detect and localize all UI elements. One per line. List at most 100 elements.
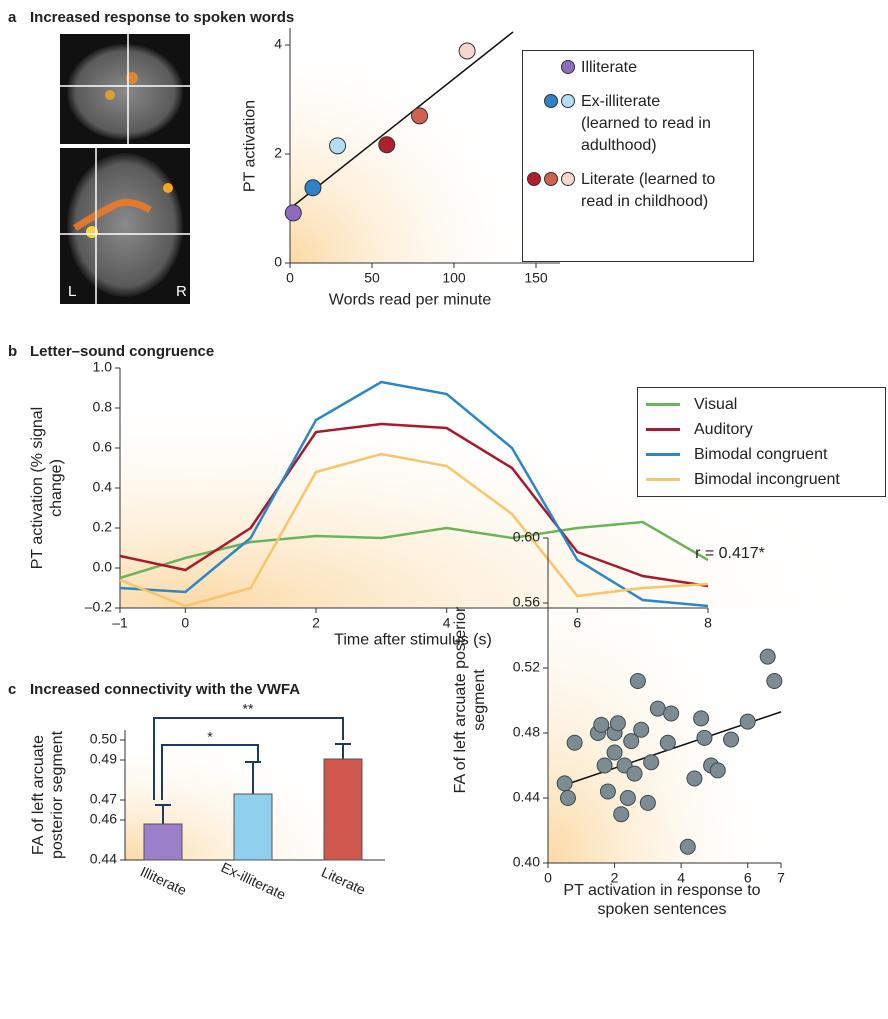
point — [649, 700, 666, 717]
image-label: R — [176, 283, 187, 300]
legend-markers — [527, 169, 581, 186]
y-tick-label: 0.2 — [93, 519, 113, 535]
y-tick-label: –0.2 — [85, 599, 112, 615]
x-tick-label: 100 — [442, 270, 466, 286]
activation — [126, 72, 138, 84]
panel-letter: b — [8, 343, 17, 360]
x-tick-label: 4 — [677, 870, 685, 886]
x-tick-label: 6 — [573, 615, 581, 631]
y-tick-label: 0 — [274, 254, 282, 270]
y-axis-label: FA of left arcuate posterior segment — [452, 606, 488, 794]
bar — [323, 758, 363, 861]
activation — [73, 198, 152, 231]
legend-item: Ex-illiterate (learned to read in adulth… — [527, 91, 749, 157]
legend-label: Auditory — [694, 420, 753, 438]
x-tick-label: Ex-illiterate — [219, 859, 289, 903]
x-tick-label: Literate — [319, 864, 368, 898]
legend-item: Bimodal incongruent — [646, 467, 877, 492]
panel-letter: c — [8, 681, 16, 698]
point — [458, 42, 476, 60]
point — [709, 762, 726, 779]
x-tick-label: 6 — [744, 870, 752, 886]
point — [284, 204, 302, 222]
point — [329, 137, 347, 155]
legend-markers — [527, 91, 581, 108]
legend-swatch — [646, 428, 680, 431]
x-axis-label: Time after stimulus (s) — [334, 631, 492, 649]
y-tick-label: 0.6 — [93, 439, 113, 455]
y-tick-label: 0.47 — [90, 791, 117, 807]
point — [693, 710, 710, 727]
plot-background — [290, 28, 540, 263]
plot-background — [548, 538, 781, 863]
x-tick-label: 50 — [364, 270, 380, 286]
legend-label: Bimodal incongruent — [694, 470, 840, 488]
x-tick-label: 150 — [524, 270, 548, 286]
x-tick-label: 2 — [312, 615, 320, 631]
point — [606, 744, 623, 761]
y-tick-label: 2 — [274, 145, 282, 161]
legend-item: Visual — [646, 392, 877, 417]
y-tick-label: 0.40 — [513, 854, 540, 870]
bracket — [153, 717, 344, 800]
point — [626, 765, 643, 782]
legend: Visual Auditory Bimodal congruent Bimodal i… — [637, 387, 886, 497]
point — [696, 729, 713, 746]
panel-letter: a — [8, 9, 17, 26]
x-tick-label: 8 — [704, 615, 712, 631]
legend-item: Illiterate — [527, 57, 749, 79]
legend-item: Auditory — [646, 417, 877, 442]
x-tick-label: 0 — [181, 615, 189, 631]
legend-marker — [561, 60, 575, 74]
y-tick-label: 0.4 — [93, 479, 113, 495]
legend-marker — [527, 172, 541, 186]
point — [556, 775, 573, 792]
legend-label: Literate (learned to read in childhood) — [581, 171, 716, 210]
legend-marker — [544, 94, 558, 108]
y-tick-label: 0.44 — [90, 851, 117, 867]
legend: Illiterate Ex-illiterate (learned to read… — [522, 50, 754, 262]
brain — [67, 44, 183, 140]
legend-marker — [561, 172, 575, 186]
y-tick-label: 0.49 — [90, 751, 117, 767]
x-axis-label: Words read per minute — [328, 291, 492, 309]
y-tick-label: 4 — [274, 36, 282, 52]
panel-title: Increased connectivity with the VWFA — [30, 681, 300, 698]
x-tick-label: 7 — [777, 870, 785, 886]
point — [659, 734, 676, 751]
annotation: r = 0.417* — [695, 545, 765, 562]
y-tick-label: 0.60 — [513, 529, 540, 545]
point — [378, 136, 396, 154]
y-tick-label: 0.44 — [513, 789, 540, 805]
y-tick-label: 0.0 — [93, 559, 113, 575]
brain-images: L R — [60, 34, 190, 304]
significance: * — [207, 729, 213, 745]
bar — [233, 793, 273, 861]
panel-title: Increased response to spoken words — [30, 9, 294, 26]
series-line — [119, 422, 709, 588]
activation — [163, 183, 173, 193]
point — [679, 838, 696, 855]
x-tick-label: 0 — [544, 870, 552, 886]
x-tick-label: –1 — [112, 615, 128, 631]
point — [739, 713, 756, 730]
legend-label: Bimodal congruent — [694, 445, 828, 463]
point — [623, 733, 640, 750]
point — [609, 715, 626, 732]
point — [633, 721, 650, 738]
y-tick-label: 0.52 — [513, 659, 540, 675]
y-tick-label: 0.46 — [90, 811, 117, 827]
y-tick-label: 0.48 — [513, 724, 540, 740]
x-tick-label: Illiterate — [138, 863, 189, 898]
y-tick-label: 0.50 — [90, 731, 117, 747]
activation — [86, 226, 98, 238]
image-label: L — [68, 283, 76, 300]
point — [599, 783, 616, 800]
legend-item: Bimodal congruent — [646, 442, 877, 467]
point — [613, 806, 630, 823]
significance: ** — [243, 701, 254, 717]
x-tick-label: 0 — [286, 270, 294, 286]
y-axis-label: PT activation (% signal change) — [29, 406, 65, 570]
legend-swatch — [646, 453, 680, 456]
